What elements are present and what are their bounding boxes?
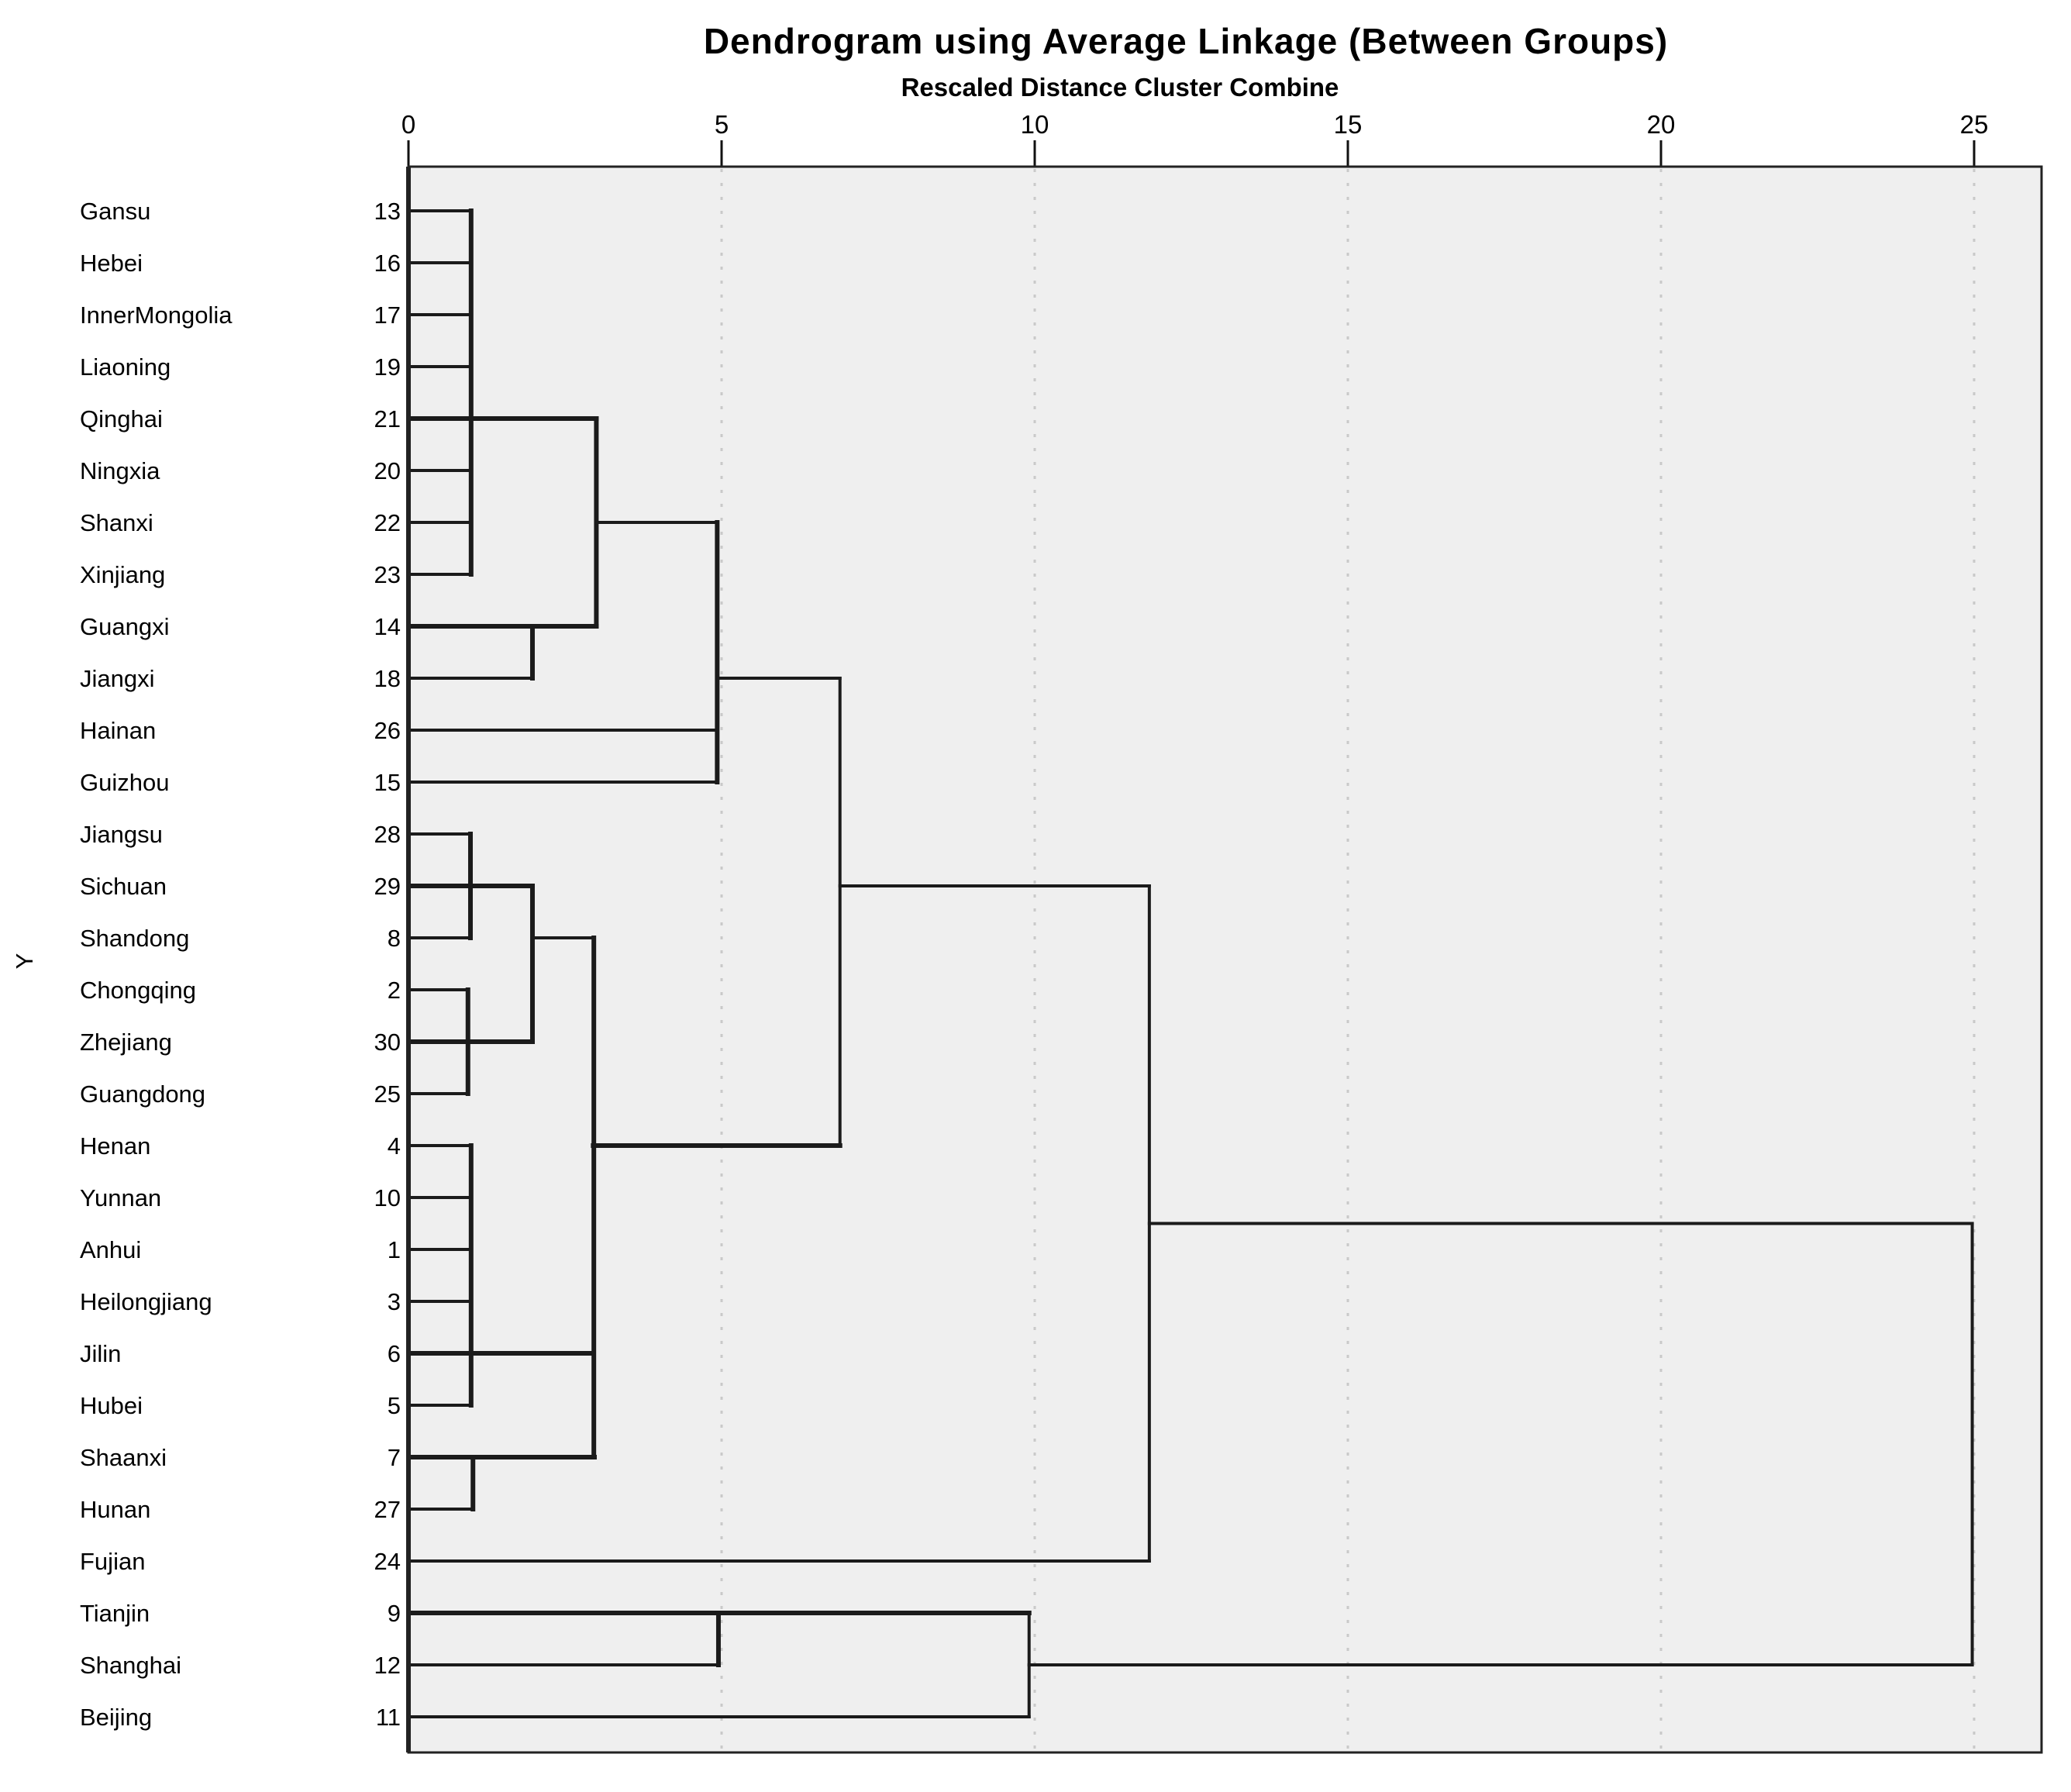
axis-tick-label: 20 [1647, 110, 1676, 139]
axis-tick-label: 5 [715, 110, 729, 139]
leaf-label: Guizhou [80, 769, 169, 796]
leaf-label: Chongqing [80, 977, 196, 1004]
case-number-label: 6 [388, 1340, 401, 1367]
leaf-label: Hubei [80, 1392, 143, 1419]
leaf-label: InnerMongolia [80, 302, 233, 329]
case-number-label: 1 [388, 1236, 401, 1263]
case-number-label: 27 [374, 1496, 401, 1523]
case-number-label: 7 [388, 1444, 401, 1471]
case-number-label: 10 [374, 1184, 401, 1211]
axis-tick-label: 0 [401, 110, 415, 139]
case-number-label: 3 [388, 1288, 401, 1315]
leaf-label: Hunan [80, 1496, 150, 1523]
leaf-label: Shandong [80, 925, 189, 952]
case-number-label: 12 [374, 1652, 401, 1679]
case-number-label: 4 [388, 1132, 401, 1160]
case-number-label: 20 [374, 457, 401, 484]
leaf-label: Jiangsu [80, 821, 163, 848]
axis-tick-label: 25 [1960, 110, 1989, 139]
leaf-label: Gansu [80, 198, 150, 225]
case-number-label: 8 [388, 925, 401, 952]
leaf-label: Jilin [80, 1340, 121, 1367]
case-number-label: 22 [374, 509, 401, 536]
case-number-label: 29 [374, 873, 401, 900]
leaf-label: Henan [80, 1132, 150, 1160]
leaf-label: Anhui [80, 1236, 141, 1263]
leaf-label: Hainan [80, 717, 156, 744]
leaf-label: Guangxi [80, 613, 169, 640]
case-number-label: 28 [374, 821, 401, 848]
leaf-label: Qinghai [80, 405, 163, 432]
leaf-label: Liaoning [80, 353, 171, 381]
leaf-label: Tianjin [80, 1600, 150, 1627]
case-number-label: 17 [374, 302, 401, 329]
case-number-label: 25 [374, 1080, 401, 1108]
chart-subtitle: Rescaled Distance Cluster Combine [901, 73, 1339, 102]
axis-tick-label: 10 [1021, 110, 1049, 139]
leaf-label: Jiangxi [80, 665, 155, 692]
case-number-label: 11 [376, 1704, 401, 1731]
case-number-label: 23 [374, 561, 401, 588]
leaf-label: Hebei [80, 250, 143, 277]
leaf-label: Heilongjiang [80, 1288, 212, 1315]
case-number-label: 9 [388, 1600, 401, 1627]
leaf-label: Guangdong [80, 1080, 205, 1108]
case-number-label: 5 [388, 1392, 401, 1419]
leaf-label: Shaanxi [80, 1444, 167, 1471]
case-number-label: 14 [374, 613, 401, 640]
y-axis-label: Y [11, 953, 38, 970]
case-number-label: 16 [374, 250, 401, 277]
axis-tick-label: 15 [1334, 110, 1363, 139]
case-number-label: 21 [374, 405, 401, 432]
case-number-label: 19 [374, 353, 401, 381]
case-number-label: 24 [374, 1548, 401, 1575]
leaf-label: Shanxi [80, 509, 153, 536]
leaf-label: Shanghai [80, 1652, 181, 1679]
leaf-label: Xinjiang [80, 561, 165, 588]
case-number-label: 18 [374, 665, 401, 692]
case-number-label: 30 [374, 1029, 401, 1056]
plot-area [408, 167, 2042, 1752]
case-number-label: 15 [374, 769, 401, 796]
leaf-label: Yunnan [80, 1184, 161, 1211]
leaf-label: Beijing [80, 1704, 152, 1731]
leaf-label: Fujian [80, 1548, 145, 1575]
leaf-label: Sichuan [80, 873, 167, 900]
leaf-label: Ningxia [80, 457, 160, 484]
case-number-label: 13 [374, 198, 401, 225]
case-number-label: 2 [388, 977, 401, 1004]
leaf-label: Zhejiang [80, 1029, 172, 1056]
case-number-label: 26 [374, 717, 401, 744]
chart-title: Dendrogram using Average Linkage (Betwee… [703, 21, 1669, 61]
